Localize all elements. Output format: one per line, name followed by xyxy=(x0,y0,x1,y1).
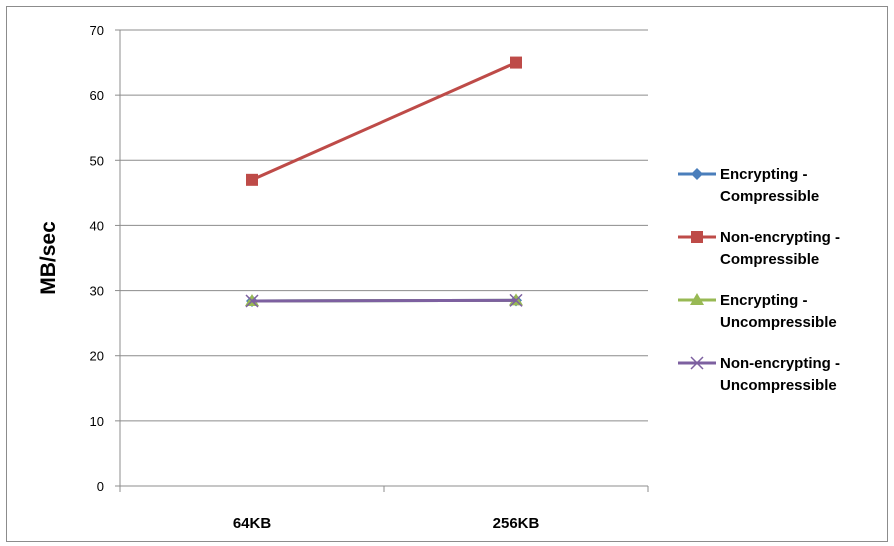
marker-stroke xyxy=(690,356,704,370)
y-tick-label: 50 xyxy=(90,153,104,168)
legend-label: Non-encrypting - xyxy=(720,229,840,246)
x-tick-label: 256KB xyxy=(493,515,540,532)
series-line xyxy=(251,298,517,303)
data-point xyxy=(510,56,522,69)
legend-label: Uncompressible xyxy=(720,377,837,394)
y-tick-label: 0 xyxy=(97,479,104,494)
legend-item: Non-encrypting - Compressible xyxy=(678,229,840,268)
data-point xyxy=(509,293,523,307)
y-tick-label: 70 xyxy=(90,23,104,38)
x-tick-label: 64KB xyxy=(233,515,272,532)
y-tick-label: 40 xyxy=(90,218,104,233)
data-point xyxy=(245,294,259,308)
legend-item: Encrypting - Compressible xyxy=(678,166,819,205)
legend-label: Compressible xyxy=(720,251,819,268)
y-tick-labels: 0 10 20 30 40 50 60 70 xyxy=(90,23,104,494)
series-group xyxy=(245,56,523,308)
legend-marker xyxy=(691,231,703,243)
legend-label: Non-encrypting - xyxy=(720,355,840,372)
legend-item: Encrypting - Uncompressible xyxy=(678,292,837,331)
axes xyxy=(115,29,649,492)
y-tick-label: 30 xyxy=(90,284,104,299)
y-tick-label: 60 xyxy=(90,88,104,103)
data-point xyxy=(246,173,258,186)
legend-marker xyxy=(690,356,704,370)
x-tick-labels: 64KB 256KB xyxy=(233,515,540,532)
y-axis-label: MB/sec xyxy=(37,221,60,295)
legend-label: Encrypting - xyxy=(720,166,808,183)
legend-item: Non-encrypting - Uncompressible xyxy=(678,355,840,394)
marker-stroke xyxy=(245,294,259,308)
series-4 xyxy=(245,293,523,308)
marker-stroke xyxy=(509,293,523,307)
legend-marker xyxy=(691,168,703,180)
legend-label: Compressible xyxy=(720,188,819,205)
legend-label: Uncompressible xyxy=(720,314,837,331)
y-tick-label: 10 xyxy=(90,414,104,429)
legend-label: Encrypting - xyxy=(720,292,808,309)
series-2 xyxy=(246,56,522,186)
gridlines xyxy=(120,29,648,422)
y-tick-label: 20 xyxy=(90,349,104,364)
series-line xyxy=(251,61,517,182)
legend-marker xyxy=(690,293,704,305)
